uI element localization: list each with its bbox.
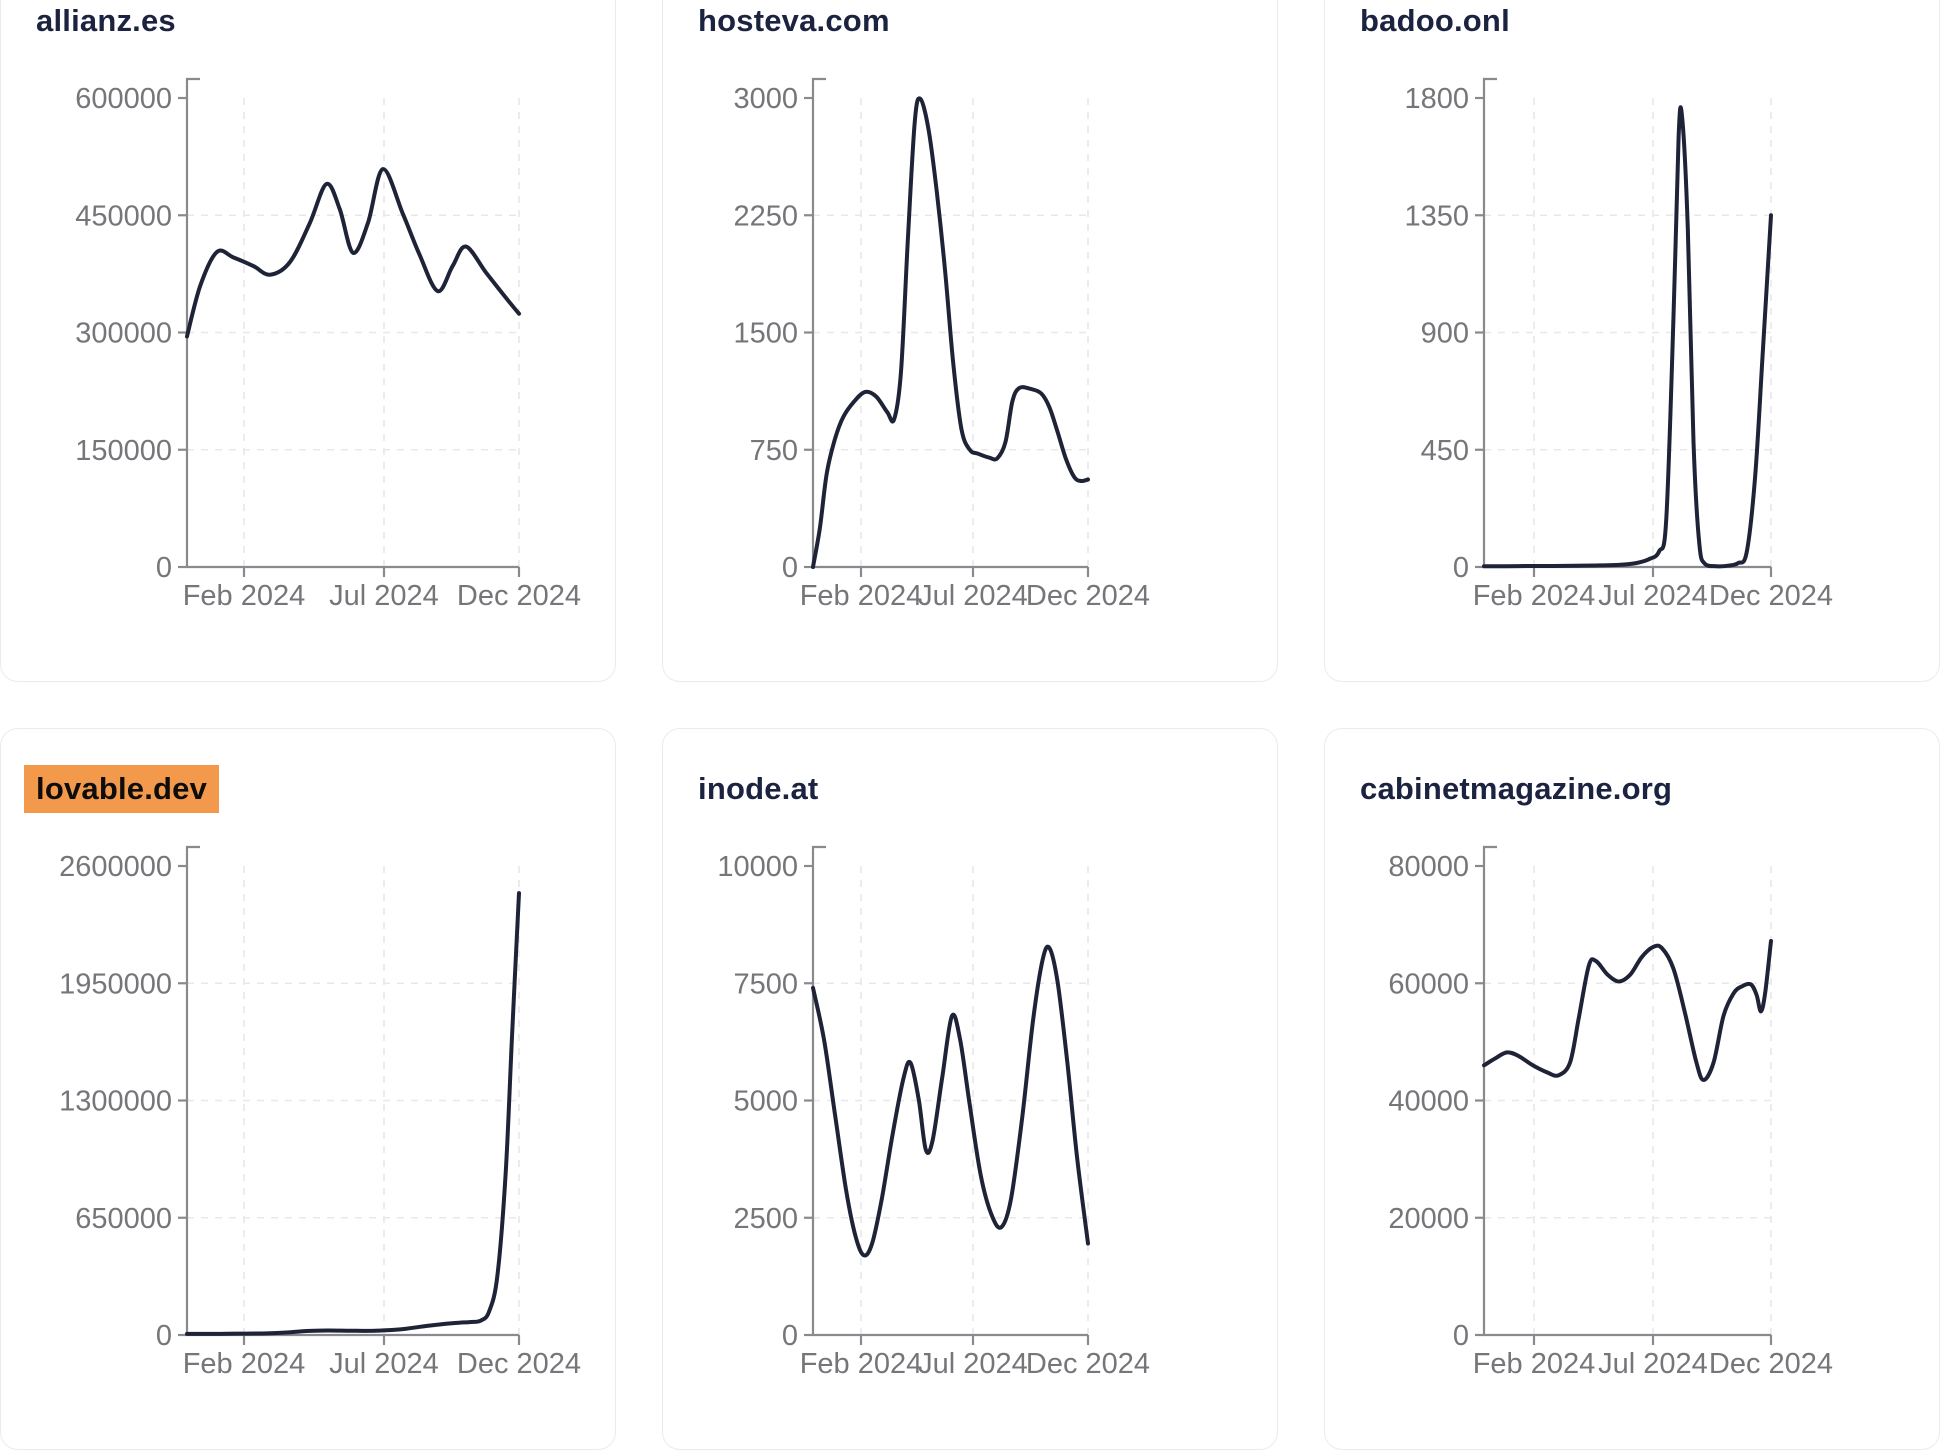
line-chart: 0 650000 1300000 1950000 2600000 Feb 2024 Jul … [59,845,581,1380]
svg-text:0: 0 [1453,552,1469,584]
svg-text:Feb 2024: Feb 2024 [1473,1348,1596,1380]
svg-text:600000: 600000 [75,83,172,115]
svg-text:0: 0 [156,552,172,584]
svg-text:1950000: 1950000 [59,968,172,1000]
chart-card[interactable]: badoo.onl 0 450 900 1350 1800 Feb 2024 Jul 202… [1324,0,1940,682]
chart-card[interactable]: cabinetmagazine.org 0 20000 40000 60000 8000… [1324,728,1940,1450]
svg-text:5000: 5000 [733,1086,798,1118]
chart-title: hosteva.com [698,3,890,38]
svg-text:Dec 2024: Dec 2024 [1026,580,1150,612]
svg-text:2500: 2500 [733,1203,798,1235]
chart-title: lovable.dev [24,765,220,813]
svg-text:Jul 2024: Jul 2024 [329,580,439,612]
svg-text:Dec 2024: Dec 2024 [1709,1348,1833,1380]
svg-text:20000: 20000 [1388,1203,1469,1235]
chart-card[interactable]: hosteva.com 0 750 1500 2250 3000 Feb 2024 Jul … [662,0,1278,682]
svg-text:650000: 650000 [75,1203,172,1235]
svg-text:Feb 2024: Feb 2024 [183,580,306,612]
chart-title: allianz.es [36,3,176,38]
svg-text:40000: 40000 [1388,1086,1469,1118]
svg-text:3000: 3000 [733,83,798,115]
chart-title: badoo.onl [1360,3,1510,38]
svg-text:60000: 60000 [1388,968,1469,1000]
svg-text:Dec 2024: Dec 2024 [1026,1348,1150,1380]
svg-text:80000: 80000 [1388,851,1469,883]
line-chart: 0 20000 40000 60000 80000 Feb 2024 Jul 2024 Dec… [1388,845,1833,1380]
svg-text:Feb 2024: Feb 2024 [800,1348,923,1380]
svg-text:10000: 10000 [717,851,798,883]
svg-text:Feb 2024: Feb 2024 [800,580,923,612]
svg-text:1300000: 1300000 [59,1086,172,1118]
svg-text:7500: 7500 [733,968,798,1000]
chart-title: cabinetmagazine.org [1360,771,1673,806]
line-chart: 0 450 900 1350 1800 Feb 2024 Jul 2024 Dec 2024 [1404,77,1833,612]
svg-text:Dec 2024: Dec 2024 [457,1348,581,1380]
svg-text:1800: 1800 [1404,83,1469,115]
svg-text:450: 450 [1421,435,1469,467]
svg-text:Dec 2024: Dec 2024 [1709,580,1833,612]
svg-text:Feb 2024: Feb 2024 [183,1348,306,1380]
svg-text:0: 0 [782,552,798,584]
line-chart: 0 150000 300000 450000 600000 Feb 2024 Jul 202… [75,77,581,612]
chart-card[interactable]: allianz.es 0 150000 300000 450000 600000 Feb … [0,0,616,682]
svg-text:Feb 2024: Feb 2024 [1473,580,1596,612]
svg-text:0: 0 [782,1320,798,1352]
svg-text:0: 0 [156,1320,172,1352]
chart-card[interactable]: inode.at 0 2500 5000 7500 10000 Feb 2024 Jul 2… [662,728,1278,1450]
svg-text:450000: 450000 [75,200,172,232]
svg-text:Jul 2024: Jul 2024 [1598,580,1708,612]
svg-text:2250: 2250 [733,200,798,232]
svg-text:750: 750 [750,435,798,467]
svg-text:1350: 1350 [1404,200,1469,232]
chart-title: inode.at [698,771,819,806]
svg-text:2600000: 2600000 [59,851,172,883]
svg-text:Dec 2024: Dec 2024 [457,580,581,612]
svg-text:150000: 150000 [75,435,172,467]
svg-text:Jul 2024: Jul 2024 [918,580,1028,612]
svg-text:Jul 2024: Jul 2024 [918,1348,1028,1380]
svg-text:1500: 1500 [733,318,798,350]
svg-text:Jul 2024: Jul 2024 [1598,1348,1708,1380]
svg-text:Jul 2024: Jul 2024 [329,1348,439,1380]
svg-text:300000: 300000 [75,318,172,350]
svg-text:900: 900 [1421,318,1469,350]
svg-text:0: 0 [1453,1320,1469,1352]
chart-card[interactable]: lovable.dev 0 650000 1300000 1950000 2600000… [0,728,616,1450]
